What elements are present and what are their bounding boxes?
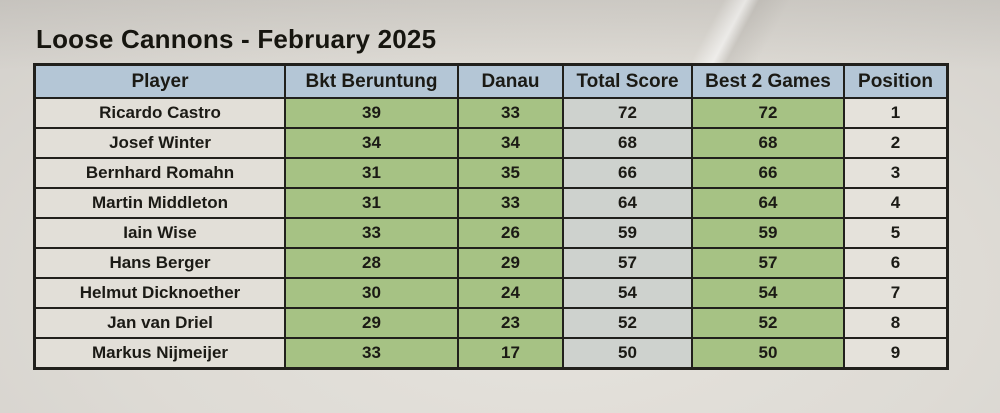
cell-position: 3 [843,157,949,189]
cell-total: 66 [562,157,693,189]
cell-player: Hans Berger [33,247,286,279]
cell-player: Bernhard Romahn [33,157,286,189]
table-row: Jan van Driel 29 23 52 52 8 [33,307,949,339]
cell-player: Helmut Dicknoether [33,277,286,309]
cell-player: Ricardo Castro [33,97,286,129]
cell-best2: 66 [691,157,845,189]
cell-position: 7 [843,277,949,309]
table-row: Markus Nijmeijer 33 17 50 50 9 [33,337,949,370]
table-row: Helmut Dicknoether 30 24 54 54 7 [33,277,949,309]
cell-player: Jan van Driel [33,307,286,339]
table-body: Ricardo Castro 39 33 72 72 1 Josef Winter 34 34 6… [33,97,949,370]
cell-total: 57 [562,247,693,279]
cell-danau: 33 [457,187,564,219]
cell-position: 8 [843,307,949,339]
cell-bkt: 28 [284,247,459,279]
table-row: Ricardo Castro 39 33 72 72 1 [33,97,949,129]
cell-bkt: 33 [284,337,459,370]
cell-danau: 29 [457,247,564,279]
cell-danau: 23 [457,307,564,339]
cell-player: Markus Nijmeijer [33,337,286,370]
cell-danau: 35 [457,157,564,189]
cell-total: 72 [562,97,693,129]
cell-position: 1 [843,97,949,129]
cell-best2: 68 [691,127,845,159]
cell-best2: 72 [691,97,845,129]
cell-best2: 52 [691,307,845,339]
column-header-player: Player [33,63,286,99]
cell-danau: 24 [457,277,564,309]
cell-bkt: 29 [284,307,459,339]
cell-total: 59 [562,217,693,249]
cell-bkt: 34 [284,127,459,159]
cell-player: Martin Middleton [33,187,286,219]
column-header-danau: Danau [457,63,564,99]
column-header-bkt-beruntung: Bkt Beruntung [284,63,459,99]
table-row: Iain Wise 33 26 59 59 5 [33,217,949,249]
cell-player: Josef Winter [33,127,286,159]
table-row: Bernhard Romahn 31 35 66 66 3 [33,157,949,189]
cell-danau: 26 [457,217,564,249]
cell-danau: 17 [457,337,564,370]
table-row: Martin Middleton 31 33 64 64 4 [33,187,949,219]
cell-bkt: 30 [284,277,459,309]
table-header: Player Bkt Beruntung Danau Total Score B… [33,63,949,99]
cell-total: 68 [562,127,693,159]
column-header-best-2-games: Best 2 Games [691,63,845,99]
cell-total: 52 [562,307,693,339]
cell-best2: 57 [691,247,845,279]
cell-best2: 54 [691,277,845,309]
cell-position: 2 [843,127,949,159]
column-header-position: Position [843,63,949,99]
cell-best2: 59 [691,217,845,249]
cell-best2: 50 [691,337,845,370]
cell-position: 4 [843,187,949,219]
page-title: Loose Cannons - February 2025 [36,24,437,54]
cell-position: 9 [843,337,949,370]
table-row: Hans Berger 28 29 57 57 6 [33,247,949,279]
cell-total: 54 [562,277,693,309]
cell-bkt: 39 [284,97,459,129]
cell-danau: 33 [457,97,564,129]
cell-position: 5 [843,217,949,249]
results-table: Player Bkt Beruntung Danau Total Score B… [33,63,949,370]
cell-best2: 64 [691,187,845,219]
cell-total: 64 [562,187,693,219]
header-row: Player Bkt Beruntung Danau Total Score B… [33,63,949,99]
cell-bkt: 33 [284,217,459,249]
cell-bkt: 31 [284,187,459,219]
table-row: Josef Winter 34 34 68 68 2 [33,127,949,159]
column-header-total-score: Total Score [562,63,693,99]
cell-bkt: 31 [284,157,459,189]
cell-player: Iain Wise [33,217,286,249]
cell-position: 6 [843,247,949,279]
cell-total: 50 [562,337,693,370]
cell-danau: 34 [457,127,564,159]
